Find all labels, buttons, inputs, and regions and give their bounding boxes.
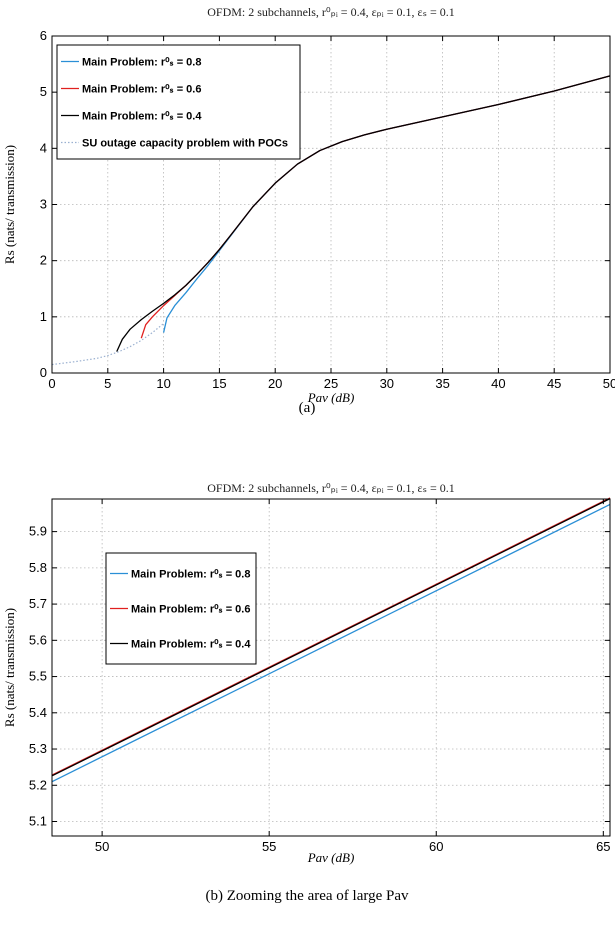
y-tick-label: 2	[40, 253, 47, 268]
y-tick-label: 0	[40, 365, 47, 380]
legend-entry-1: Main Problem: r⁰ₛ = 0.8	[82, 57, 201, 69]
series-line-1	[51, 503, 611, 783]
y-axis-label: Rs (nats/ transmission)	[2, 608, 17, 727]
x-tick-label: 20	[268, 376, 282, 391]
x-tick-label: 0	[48, 376, 55, 391]
y-tick-label: 5.2	[29, 777, 47, 792]
x-tick-label: 30	[380, 376, 394, 391]
legend-entry-4: SU outage capacity problem with POCs	[82, 138, 288, 150]
x-tick-label: 45	[547, 376, 561, 391]
x-tick-label: 25	[324, 376, 338, 391]
x-tick-label: 50	[95, 839, 109, 854]
series-line-4	[51, 323, 164, 366]
chart-title: OFDM: 2 subchannels, r⁰ₚᵢ = 0.4, εₚᵢ = 0…	[207, 481, 455, 495]
chart-a: OFDM: 2 subchannels, r⁰ₚᵢ = 0.4, εₚᵢ = 0…	[2, 5, 615, 405]
y-tick-label: 5.8	[29, 560, 47, 575]
series-line-2	[51, 497, 611, 776]
y-axis-label: Rs (nats/ transmission)	[2, 145, 17, 264]
x-tick-label: 35	[435, 376, 449, 391]
y-tick-label: 5.3	[29, 741, 47, 756]
x-tick-label: 5	[104, 376, 111, 391]
x-tick-label: 55	[262, 839, 276, 854]
y-tick-label: 6	[40, 28, 47, 43]
y-tick-label: 5.9	[29, 524, 47, 539]
legend: Main Problem: r⁰ₛ = 0.8 Main Problem: r⁰ₛ…	[105, 552, 257, 665]
x-tick-label: 60	[429, 839, 443, 854]
legend-entry-2: Main Problem: r⁰ₛ = 0.6	[82, 84, 201, 96]
y-tick-label: 5.6	[29, 632, 47, 647]
y-tick-label: 5.4	[29, 705, 47, 720]
chart-title: OFDM: 2 subchannels, r⁰ₚᵢ = 0.4, εₚᵢ = 0…	[207, 5, 455, 19]
figure-caption: (b) Zooming the area of large Pav	[206, 888, 409, 904]
y-tick-label: 4	[40, 140, 47, 155]
y-tick-label: 1	[40, 309, 47, 324]
legend-entry-3: Main Problem: r⁰ₛ = 0.4	[82, 111, 202, 123]
x-tick-label: 65	[596, 839, 610, 854]
legend-entry-3: Main Problem: r⁰ₛ = 0.4	[131, 639, 251, 651]
x-axis-label: Pav (dB)	[307, 390, 355, 405]
x-axis-label: Pav (dB)	[307, 850, 355, 865]
x-tick-label: 50	[603, 376, 615, 391]
x-tick-label: 40	[491, 376, 505, 391]
legend-box	[56, 44, 301, 160]
figure-caption: (a)	[299, 400, 316, 416]
legend-entry-1: Main Problem: r⁰ₛ = 0.8	[131, 569, 250, 581]
y-tick-label: 5	[40, 84, 47, 99]
plot-frame	[51, 498, 611, 837]
chart-b: OFDM: 2 subchannels, r⁰ₚᵢ = 0.4, εₚᵢ = 0…	[2, 481, 611, 865]
legend-entry-2: Main Problem: r⁰ₛ = 0.6	[131, 604, 250, 616]
legend-box	[105, 552, 257, 665]
x-tick-label: 15	[212, 376, 226, 391]
series-line-3	[116, 75, 611, 352]
y-tick-label: 5.7	[29, 596, 47, 611]
x-tick-label: 10	[156, 376, 170, 391]
y-tick-label: 5.1	[29, 814, 47, 829]
y-tick-label: 3	[40, 197, 47, 212]
legend: Main Problem: r⁰ₛ = 0.8 Main Problem: r⁰ₛ…	[56, 44, 301, 160]
y-tick-label: 5.5	[29, 669, 47, 684]
series-line-3	[51, 498, 611, 777]
